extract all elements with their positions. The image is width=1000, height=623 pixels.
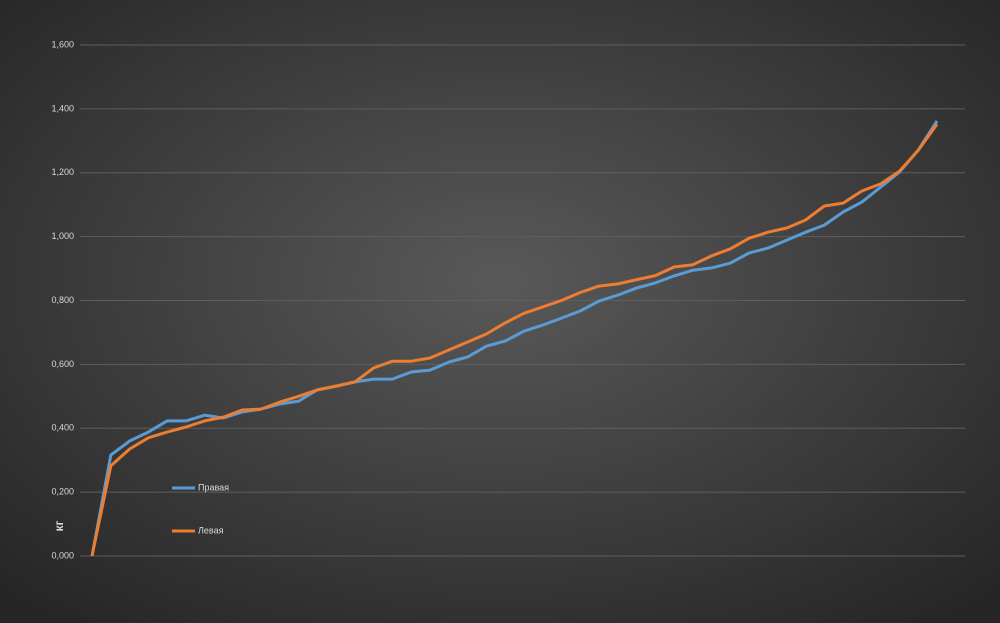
y-tick-label: 0,200 — [51, 487, 74, 497]
y-tick-label: 0,800 — [51, 295, 74, 305]
y-tick-label: 0,000 — [51, 550, 74, 560]
y-tick-label: 1,200 — [51, 167, 74, 177]
y-tick-label: 0,400 — [51, 423, 74, 433]
y-tick-label: 1,000 — [51, 231, 74, 241]
legend-label: Правая — [198, 482, 229, 492]
legend-label: Левая — [198, 525, 224, 535]
y-tick-label: 0,600 — [51, 359, 74, 369]
y-tick-label: 1,600 — [51, 39, 74, 49]
y-axis-label: кг — [52, 520, 66, 531]
y-tick-label: 1,400 — [51, 103, 74, 113]
data-line — [90, 123, 939, 557]
